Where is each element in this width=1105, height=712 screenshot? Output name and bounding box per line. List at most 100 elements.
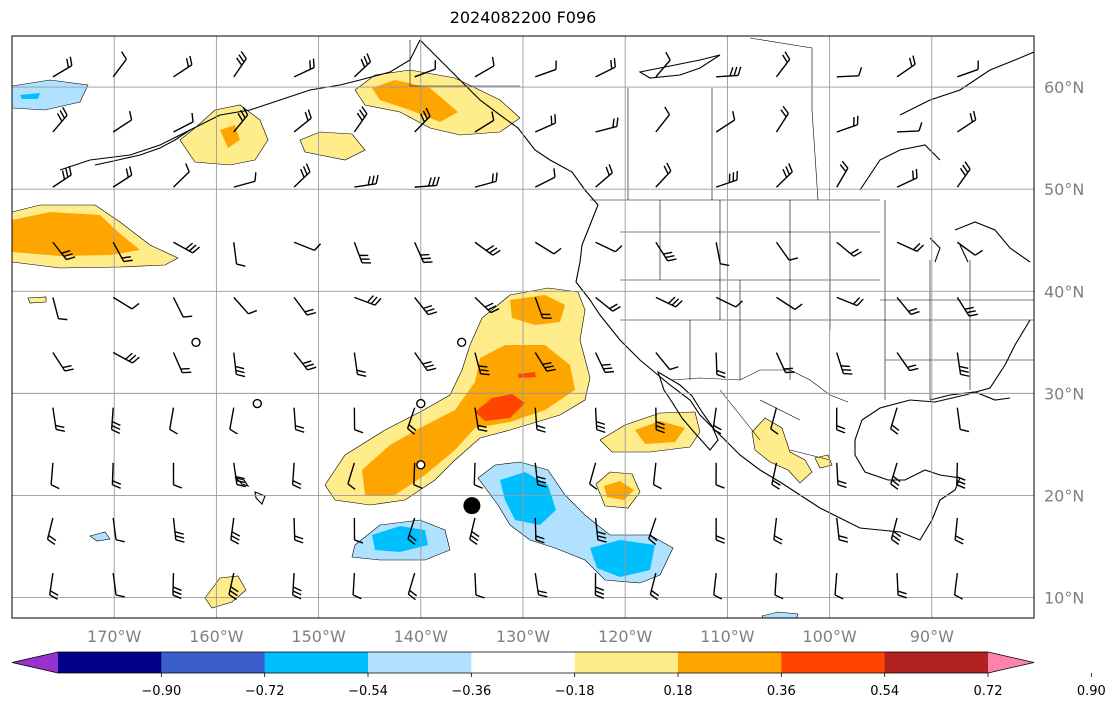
wind-barb <box>233 50 247 78</box>
calm-wind-circle <box>456 337 467 348</box>
wind-barb <box>836 67 863 78</box>
wind-barb <box>715 296 743 308</box>
wind-barb <box>595 164 613 188</box>
wind-barb <box>474 172 498 188</box>
wind-barb <box>588 462 598 490</box>
positive-anomaly-region <box>510 295 565 325</box>
wind-barb <box>655 51 671 78</box>
us-mexico-border <box>671 369 849 403</box>
north-america-coast <box>419 39 1031 541</box>
colorbar-segment <box>161 652 266 673</box>
wind-barb <box>595 296 621 312</box>
longitude-labels: 170°W 160°W 150°W 140°W 130°W 120°W 110°W 100°W… <box>87 627 954 646</box>
wind-barb <box>293 241 322 252</box>
wind-barb <box>534 168 556 188</box>
wind-barb <box>956 241 984 256</box>
calm-circles <box>191 337 467 470</box>
canada-provinces <box>627 37 819 201</box>
wind-barb <box>406 407 417 435</box>
colorbar-segment <box>884 652 989 673</box>
colorbar-segment <box>264 652 369 673</box>
wind-barb <box>52 407 66 433</box>
wind-barb <box>353 407 364 434</box>
wind-barb <box>890 407 900 435</box>
wind-barb <box>595 58 616 78</box>
great-lakes <box>929 221 1031 263</box>
wind-barb <box>655 241 677 262</box>
anomaly-shading <box>12 69 833 618</box>
wind-barb <box>594 517 607 543</box>
wind-barb <box>112 51 127 78</box>
wind-barb <box>46 517 57 545</box>
mexico-states <box>719 389 831 461</box>
wind-barb <box>474 111 495 133</box>
calm-wind-circle <box>252 398 262 409</box>
wind-barb <box>293 109 312 133</box>
calm-wind-circle <box>191 337 201 348</box>
wind-barb <box>836 241 862 257</box>
wind-barb <box>956 161 971 188</box>
wind-barb <box>353 53 372 78</box>
wind-barb <box>534 352 556 372</box>
wind-barb <box>172 573 182 600</box>
gridlines <box>12 36 1034 618</box>
wind-barb <box>594 407 606 434</box>
wind-barb <box>896 241 924 253</box>
latitude-tick-label: 20°N <box>1044 486 1084 505</box>
wind-barbs <box>46 50 984 601</box>
baffin-coast <box>899 51 1034 116</box>
wind-barb <box>771 462 781 490</box>
colorbar-extend-max <box>988 652 1034 673</box>
positive-anomaly-region <box>751 417 813 484</box>
colorbar-tick-label: −0.18 <box>555 684 595 699</box>
wind-barb <box>52 297 68 321</box>
negative-anomaly-region <box>590 540 655 577</box>
wind-barb <box>414 296 438 316</box>
wind-barb <box>293 352 317 371</box>
wind-barb <box>954 517 964 545</box>
wind-barb <box>112 572 125 598</box>
wind-barb <box>890 462 901 490</box>
wind-barb <box>172 163 190 188</box>
wind-barb <box>293 296 317 316</box>
wind-barb <box>535 60 557 78</box>
wind-barb <box>836 160 849 188</box>
wind-barb <box>836 352 853 375</box>
wind-barb <box>112 296 140 310</box>
wind-barb <box>897 122 923 133</box>
map-frame <box>11 35 1035 619</box>
wind-barb <box>775 163 793 188</box>
wind-barb <box>715 242 730 267</box>
positive-anomaly-region <box>362 345 575 495</box>
wind-barb <box>534 114 557 133</box>
wind-barb <box>956 297 979 317</box>
wind-barb <box>414 176 440 188</box>
positive-anomaly-region <box>814 454 833 469</box>
wind-barb <box>111 462 122 489</box>
wind-barb <box>534 297 552 319</box>
wind-barb <box>353 242 372 264</box>
wind-barb <box>534 241 562 255</box>
wind-barb <box>774 573 784 600</box>
colorbar-tick-label: −0.36 <box>451 684 491 699</box>
wind-barb <box>293 163 311 188</box>
wind-barb <box>649 572 660 601</box>
wind-barb <box>836 462 847 489</box>
wind-barb <box>834 573 844 600</box>
wind-barb <box>775 51 791 78</box>
wind-barb <box>474 296 500 314</box>
longitude-tick-label: 140°W <box>394 627 449 646</box>
wind-barb <box>770 407 779 435</box>
colorbar-segment <box>368 652 472 673</box>
wind-barb <box>896 55 916 78</box>
colorbar-extend-min <box>12 652 58 673</box>
wind-barb <box>353 517 364 544</box>
wind-barb <box>716 66 742 78</box>
wind-barb <box>712 407 722 435</box>
wind-barb <box>52 165 72 188</box>
wind-barb <box>414 241 433 264</box>
positive-anomaly-region <box>204 575 247 609</box>
colorbar-segment <box>58 652 162 673</box>
colorbar-segment <box>471 652 576 673</box>
positive-anomaly-region <box>27 296 47 304</box>
